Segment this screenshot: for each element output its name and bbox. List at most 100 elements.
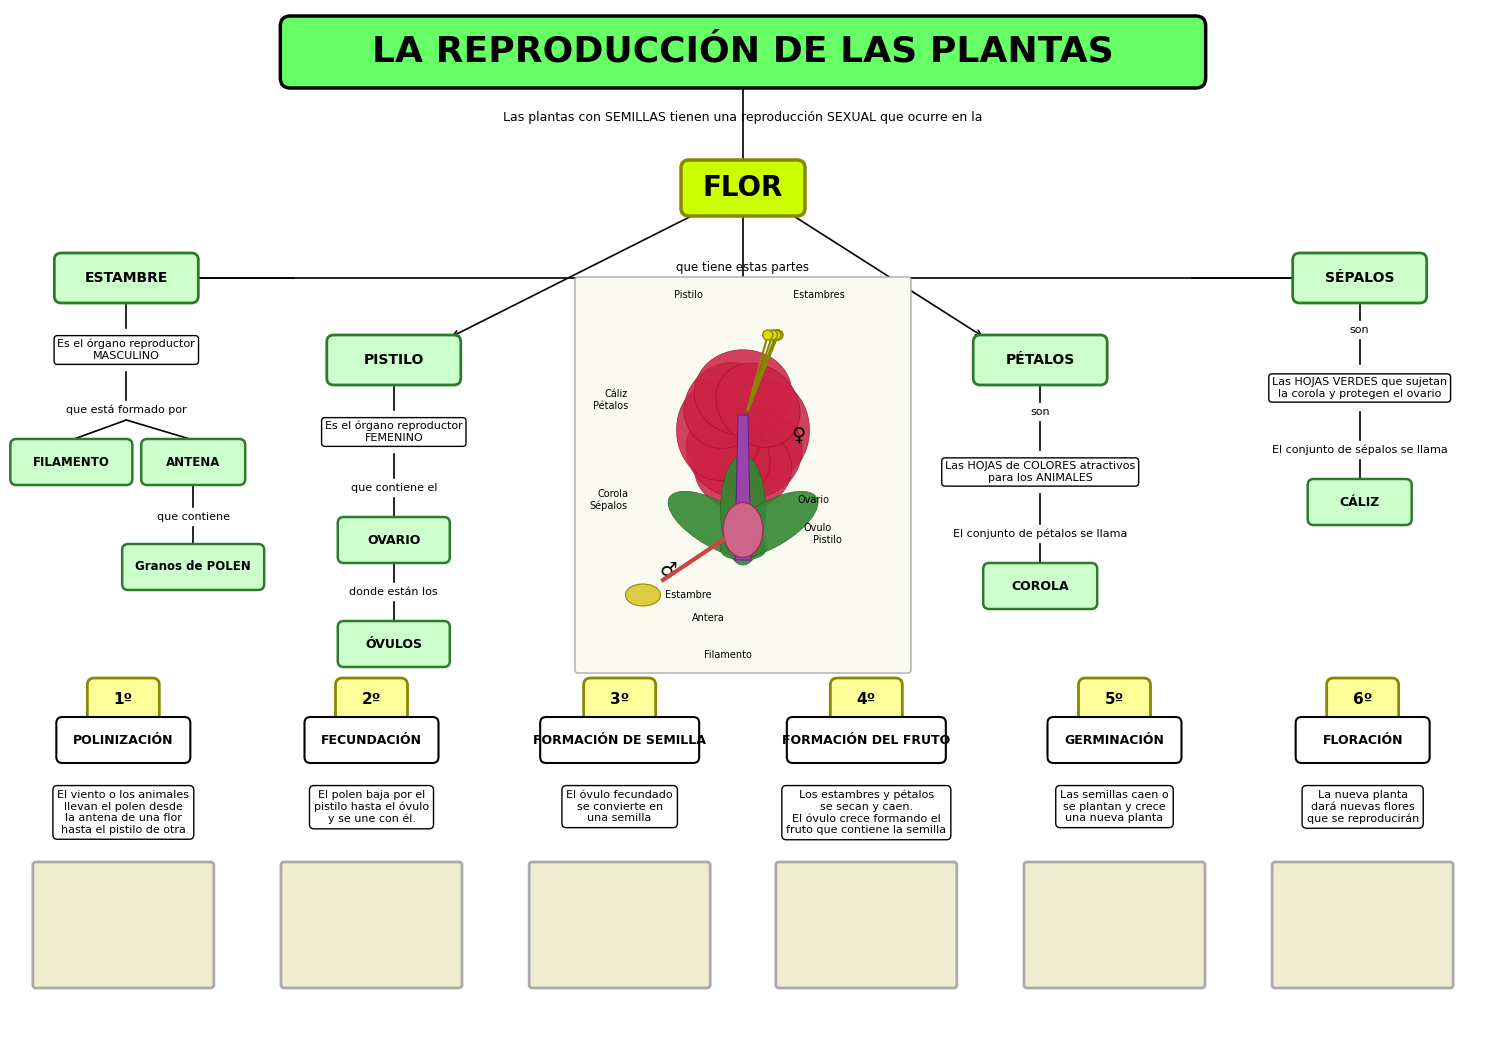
Text: FILAMENTO: FILAMENTO bbox=[33, 456, 110, 468]
Text: 1º: 1º bbox=[114, 692, 132, 708]
FancyBboxPatch shape bbox=[788, 717, 945, 763]
Ellipse shape bbox=[716, 363, 799, 447]
Text: FECUNDACIÓN: FECUNDACIÓN bbox=[321, 734, 422, 746]
Ellipse shape bbox=[716, 412, 802, 498]
Text: 2º: 2º bbox=[361, 692, 382, 708]
FancyBboxPatch shape bbox=[281, 862, 462, 988]
Ellipse shape bbox=[687, 413, 770, 497]
FancyBboxPatch shape bbox=[56, 717, 190, 763]
Text: donde están los: donde están los bbox=[349, 588, 438, 597]
FancyBboxPatch shape bbox=[337, 517, 450, 563]
Ellipse shape bbox=[724, 502, 762, 557]
Polygon shape bbox=[736, 415, 750, 559]
Text: ♂: ♂ bbox=[660, 561, 676, 579]
Text: que contiene el: que contiene el bbox=[351, 483, 437, 493]
Text: OVARIO: OVARIO bbox=[367, 534, 421, 546]
FancyBboxPatch shape bbox=[541, 717, 698, 763]
Text: Los estambres y pétalos
se secan y caen.
El óvulo crece formando el
fruto que co: Los estambres y pétalos se secan y caen.… bbox=[786, 790, 947, 836]
Text: SÉPALOS: SÉPALOS bbox=[1326, 271, 1394, 285]
Text: POLINIZACIÓN: POLINIZACIÓN bbox=[73, 734, 174, 746]
FancyBboxPatch shape bbox=[584, 678, 655, 722]
Circle shape bbox=[771, 330, 780, 340]
Text: 5º: 5º bbox=[1106, 692, 1123, 708]
Text: El polen baja por el
pistilo hasta el óvulo
y se une con él.: El polen baja por el pistilo hasta el óv… bbox=[314, 790, 429, 824]
Text: La nueva planta
dará nuevas flores
que se reproducirán: La nueva planta dará nuevas flores que s… bbox=[1306, 790, 1419, 824]
Circle shape bbox=[762, 330, 773, 340]
Text: Ovulo: Ovulo bbox=[802, 523, 831, 532]
FancyBboxPatch shape bbox=[327, 335, 461, 385]
FancyBboxPatch shape bbox=[1308, 479, 1412, 525]
Ellipse shape bbox=[724, 380, 810, 481]
FancyBboxPatch shape bbox=[1024, 862, 1205, 988]
Text: FORMACIÓN DEL FRUTO: FORMACIÓN DEL FRUTO bbox=[782, 734, 951, 746]
FancyBboxPatch shape bbox=[984, 563, 1097, 609]
FancyBboxPatch shape bbox=[33, 862, 214, 988]
Text: ESTAMBRE: ESTAMBRE bbox=[85, 271, 168, 285]
Text: FLORACIÓN: FLORACIÓN bbox=[1323, 734, 1403, 746]
Text: FLOR: FLOR bbox=[703, 174, 783, 202]
Text: Las plantas con SEMILLAS tienen una reproducción SEXUAL que ocurre en la: Las plantas con SEMILLAS tienen una repr… bbox=[504, 111, 982, 125]
Text: ♀: ♀ bbox=[791, 426, 805, 444]
Ellipse shape bbox=[684, 362, 770, 448]
Text: ÓVULOS: ÓVULOS bbox=[366, 637, 422, 651]
Text: CÁLIZ: CÁLIZ bbox=[1339, 495, 1380, 509]
Text: que está formado por: que está formado por bbox=[65, 405, 187, 415]
Circle shape bbox=[767, 330, 777, 340]
Ellipse shape bbox=[676, 380, 762, 481]
FancyBboxPatch shape bbox=[973, 335, 1107, 385]
Text: Filamento: Filamento bbox=[704, 650, 752, 660]
FancyBboxPatch shape bbox=[10, 439, 132, 485]
Text: Las HOJAS de COLORES atractivos
para los ANIMALES: Las HOJAS de COLORES atractivos para los… bbox=[945, 461, 1135, 483]
Text: Las HOJAS VERDES que sujetan
la corola y protegen el ovario: Las HOJAS VERDES que sujetan la corola y… bbox=[1272, 377, 1447, 399]
FancyBboxPatch shape bbox=[281, 16, 1205, 88]
Text: PISTILO: PISTILO bbox=[364, 353, 424, 367]
FancyBboxPatch shape bbox=[141, 439, 245, 485]
Text: son: son bbox=[1030, 407, 1051, 417]
Text: Pistilo: Pistilo bbox=[813, 535, 843, 545]
Text: que tiene estas partes: que tiene estas partes bbox=[676, 262, 810, 274]
Text: Granos de POLEN: Granos de POLEN bbox=[135, 561, 251, 574]
Text: El óvulo fecundado
se convierte en
una semilla: El óvulo fecundado se convierte en una s… bbox=[566, 790, 673, 823]
FancyBboxPatch shape bbox=[681, 160, 805, 216]
Text: Estambres: Estambres bbox=[794, 290, 844, 300]
Text: 3º: 3º bbox=[611, 692, 629, 708]
Text: 4º: 4º bbox=[857, 692, 875, 708]
Circle shape bbox=[773, 330, 783, 340]
FancyBboxPatch shape bbox=[336, 678, 407, 722]
FancyBboxPatch shape bbox=[88, 678, 159, 722]
FancyBboxPatch shape bbox=[831, 678, 902, 722]
Text: Es el órgano reproductor
FEMENINO: Es el órgano reproductor FEMENINO bbox=[325, 421, 462, 443]
Text: GERMINACIÓN: GERMINACIÓN bbox=[1064, 734, 1165, 746]
Text: FORMACIÓN DE SEMILLA: FORMACIÓN DE SEMILLA bbox=[533, 734, 706, 746]
Text: son: son bbox=[1349, 325, 1370, 335]
FancyBboxPatch shape bbox=[305, 717, 438, 763]
Text: 6º: 6º bbox=[1352, 692, 1373, 708]
Ellipse shape bbox=[721, 491, 817, 558]
Text: Corola
Sépalos: Corola Sépalos bbox=[590, 489, 629, 511]
FancyBboxPatch shape bbox=[122, 544, 265, 590]
Text: Pistilo: Pistilo bbox=[675, 290, 703, 300]
FancyBboxPatch shape bbox=[1296, 717, 1430, 763]
Text: Ovario: Ovario bbox=[798, 495, 831, 506]
Text: El viento o los animales
llevan el polen desde
la antena de una flor
hasta el pi: El viento o los animales llevan el polen… bbox=[58, 790, 189, 835]
FancyBboxPatch shape bbox=[575, 277, 911, 673]
FancyBboxPatch shape bbox=[1272, 862, 1453, 988]
FancyBboxPatch shape bbox=[1079, 678, 1150, 722]
Text: ANTENA: ANTENA bbox=[166, 456, 220, 468]
Text: PÉTALOS: PÉTALOS bbox=[1006, 353, 1074, 367]
Text: Es el órgano reproductor
MASCULINO: Es el órgano reproductor MASCULINO bbox=[58, 339, 195, 361]
FancyBboxPatch shape bbox=[55, 253, 198, 303]
Text: Estambre: Estambre bbox=[664, 590, 712, 600]
Circle shape bbox=[773, 330, 783, 340]
Text: Cáliz
Pétalos: Cáliz Pétalos bbox=[593, 389, 629, 411]
Text: El conjunto de sépalos se llama: El conjunto de sépalos se llama bbox=[1272, 444, 1447, 456]
Text: Antera: Antera bbox=[691, 613, 724, 623]
Text: Las semillas caen o
se plantan y crece
una nueva planta: Las semillas caen o se plantan y crece u… bbox=[1060, 790, 1169, 823]
FancyBboxPatch shape bbox=[1327, 678, 1398, 722]
Text: LA REPRODUCCIÓN DE LAS PLANTAS: LA REPRODUCCIÓN DE LAS PLANTAS bbox=[372, 35, 1114, 69]
FancyBboxPatch shape bbox=[529, 862, 710, 988]
Text: que contiene: que contiene bbox=[156, 512, 230, 522]
Ellipse shape bbox=[694, 425, 792, 511]
Ellipse shape bbox=[669, 491, 765, 558]
Ellipse shape bbox=[626, 584, 660, 606]
